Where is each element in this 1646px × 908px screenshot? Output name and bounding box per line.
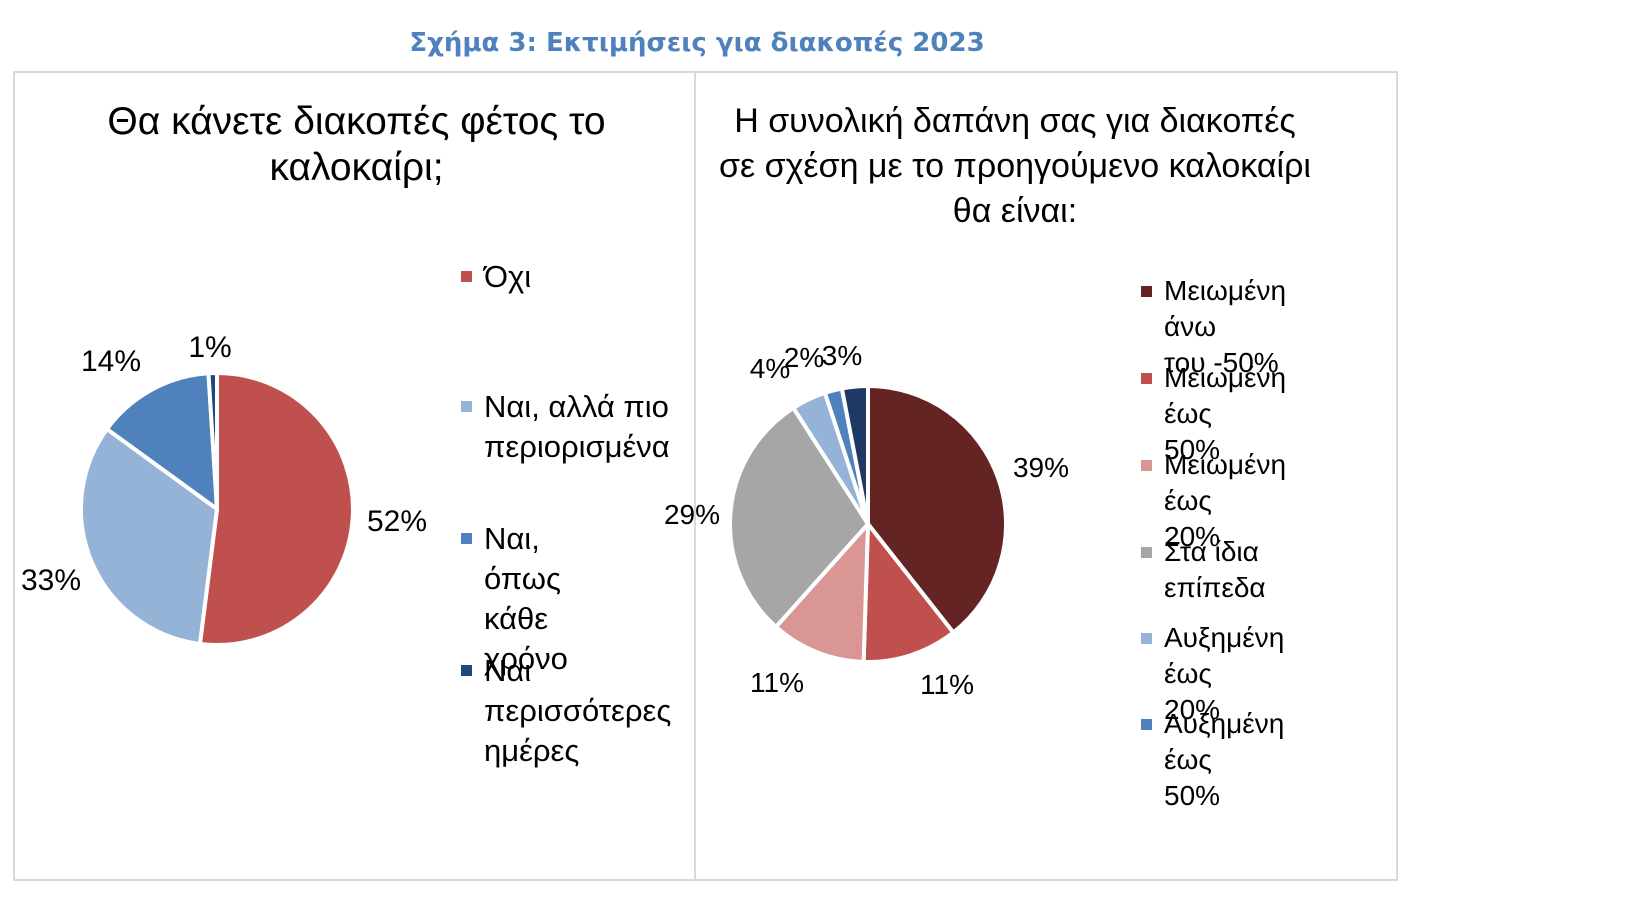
legend-item-ναι-αλλά-πιο-περιορισμένα: Ναι, αλλά πιο περιορισμένα <box>461 387 670 467</box>
legend-label: Όχι <box>484 259 532 294</box>
legend-item-μειωμένη-άνω-του-50: Μειωμένη άνω του -50% <box>1141 273 1286 381</box>
legend-label: Ναι, αλλά πιο περιορισμένα <box>484 389 670 464</box>
chart-panel-vacation-plans: Θα κάνετε διακοπές φέτος το καλοκαίρι; 5… <box>13 71 696 881</box>
legend-item-μειωμένη-έως-20: Μειωμένη έως 20% <box>1141 447 1286 555</box>
pie-chart-vacation-plans: 52% 33% 14% 1% <box>21 331 427 647</box>
legend-item-αυξημένη-έως-20: Αυξημένη έως 20% <box>1141 620 1284 728</box>
pie-chart-vacation-spending: 39% 11% 11% 29% 4%2%3% <box>664 340 1069 700</box>
legend-item-ναι-όπως-κάθε-χρόνο: Ναι, όπως κάθε χρόνο <box>461 519 568 679</box>
legend-swatch <box>1141 719 1152 730</box>
data-label-αυξημένη-έως-20: 4% <box>750 353 790 384</box>
data-label-ναι-όπως-κάθε-χρόνο: 14% <box>81 345 141 378</box>
data-label-μειωμένη-έως-50: 11% <box>920 669 974 700</box>
chart-panel-vacation-spending: Η συνολική δαπάνη σας για διακοπές σε σχ… <box>664 71 1398 881</box>
data-label-αυξημένη-έως-50: 2% <box>784 342 824 373</box>
data-label-στα-ίδια-επίπεδα: 29% <box>664 499 720 530</box>
legend-swatch <box>1141 460 1152 471</box>
legend-swatch <box>461 533 472 544</box>
legend-label: Στα ίδια επίπεδα <box>1164 536 1266 603</box>
legend-label: Μειωμένη άνω του -50% <box>1164 275 1287 378</box>
legend-item-μειωμένη-έως-50: Μειωμένη έως 50% <box>1141 360 1286 468</box>
pie-slice-στα-ίδια-επίπεδα <box>728 405 870 629</box>
legend-swatch <box>1141 633 1152 644</box>
legend-label: Μειωμένη έως 20% <box>1164 449 1287 552</box>
data-label-μειωμένη-άνω-του-50: 39% <box>1013 452 1069 483</box>
pie-slice-ναι-αλλά-πιο-περιορισμένα <box>78 427 219 646</box>
pie-slice-μειωμένη-άνω-του-50 <box>866 384 1008 635</box>
chart-title-vacation-spending: Η συνολική δαπάνη σας για διακοπές σε σχ… <box>719 102 1311 230</box>
legend-swatch <box>1141 286 1152 297</box>
legend-label: Αυξημένη έως 50% <box>1164 708 1285 811</box>
pie-slice-ναι-όπως-κάθε-χρόνο <box>104 371 219 511</box>
data-label-ναι-περισσότερες-ημέρες: 1% <box>188 331 231 364</box>
legend-label: Μειωμένη έως 50% <box>1164 362 1287 465</box>
legend-item-ναι-περισσότερες-ημέρες: Ναι περισσότερες ημέρες <box>461 651 671 771</box>
legend-label: Αυξημένη έως 20% <box>1164 622 1285 725</box>
legend-label: Ναι περισσότερες ημέρες <box>484 653 672 768</box>
figure-title: Σχήμα 3: Εκτιμήσεις για διακοπές 2023 <box>409 28 985 58</box>
pie-slice-μειωμένη-έως-20 <box>773 522 870 664</box>
pie-slice-αυξημένη-άνω-του-50 <box>839 383 870 526</box>
pie-slice-μειωμένη-έως-50 <box>861 522 956 664</box>
chart-title-vacation-plans: Θα κάνετε διακοπές φέτος το καλοκαίρι; <box>107 100 606 189</box>
legend-label: Ναι, όπως κάθε χρόνο <box>484 521 568 676</box>
data-label-ναι-αλλά-πιο-περιορισμένα: 33% <box>21 564 81 597</box>
legend-item-όχι: Όχι <box>461 257 531 297</box>
pie-slice-ναι-περισσότερες-ημέρες <box>206 371 219 511</box>
legend-swatch <box>1141 547 1152 558</box>
legend-swatch <box>461 665 472 676</box>
legend-item-στα-ίδια-επίπεδα: Στα ίδια επίπεδα <box>1141 534 1266 606</box>
legend-swatch <box>461 271 472 282</box>
data-label-όχι: 52% <box>367 505 427 538</box>
legend-item-αυξημένη-έως-50: Αυξημένη έως 50% <box>1141 706 1284 814</box>
data-label-αυξημένη-άνω-του-50: 3% <box>822 340 862 371</box>
pie-slice-όχι <box>197 371 355 647</box>
legend-swatch <box>461 401 472 412</box>
data-label-μειωμένη-έως-20: 11% <box>750 667 804 698</box>
legend-swatch <box>1141 373 1152 384</box>
